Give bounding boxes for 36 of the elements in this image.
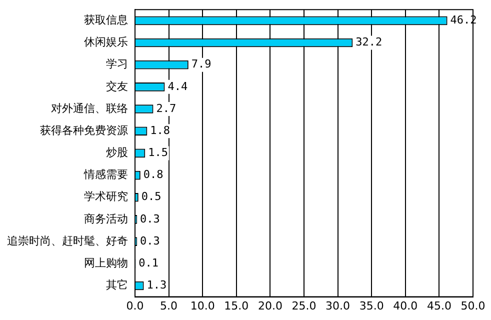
x-tick-label: 30.0 [326,299,350,312]
x-tick-label: 25.0 [292,299,316,312]
y-tick-label: 休闲娱乐 [84,36,128,49]
y-tick-label: 炒股 [106,146,128,160]
data-label: 0.1 [138,256,159,270]
data-label: 0.3 [140,234,160,248]
data-label: 0.8 [143,168,164,182]
y-tick-label: 网上购物 [84,256,128,270]
x-tick-label: 45.0 [426,299,452,312]
x-tick-label: 20.0 [258,299,282,312]
y-tick-label: 情感需要 [83,168,128,182]
y-tick-label: 其它 [106,278,128,292]
x-tick-label: 15.0 [224,299,249,312]
data-label: 1.8 [150,124,170,137]
data-label: 4.4 [168,80,188,93]
data-label: 0.3 [140,212,160,226]
x-tick-label: 10.0 [190,299,215,312]
data-label: 2.7 [156,102,176,115]
data-label: 32.2 [356,36,382,49]
y-tick-label: 获取信息 [84,14,128,27]
x-tick-label: 40.0 [393,299,418,312]
y-tick-label: 学术研究 [84,190,128,204]
data-label: 0.5 [141,190,162,204]
x-tick-label: 0.0 [126,299,144,312]
y-tick-label: 交友 [106,80,128,93]
x-tick-label: 50.0 [460,299,486,312]
y-tick-label: 对外通信、联络 [51,102,128,115]
data-label: 1.3 [146,278,167,292]
y-tick-label: 学习 [106,58,128,71]
y-tick-label: 商务活动 [84,212,128,226]
x-tick-label: 35.0 [359,299,384,312]
y-tick-label: 追崇时尚、赶时髦、好奇 [7,234,128,248]
y-tick-label: 获得各种免费资源 [40,124,128,137]
x-tick-label: 5.0 [160,299,178,312]
data-label: 1.5 [148,146,168,160]
data-label: 7.9 [191,58,212,71]
